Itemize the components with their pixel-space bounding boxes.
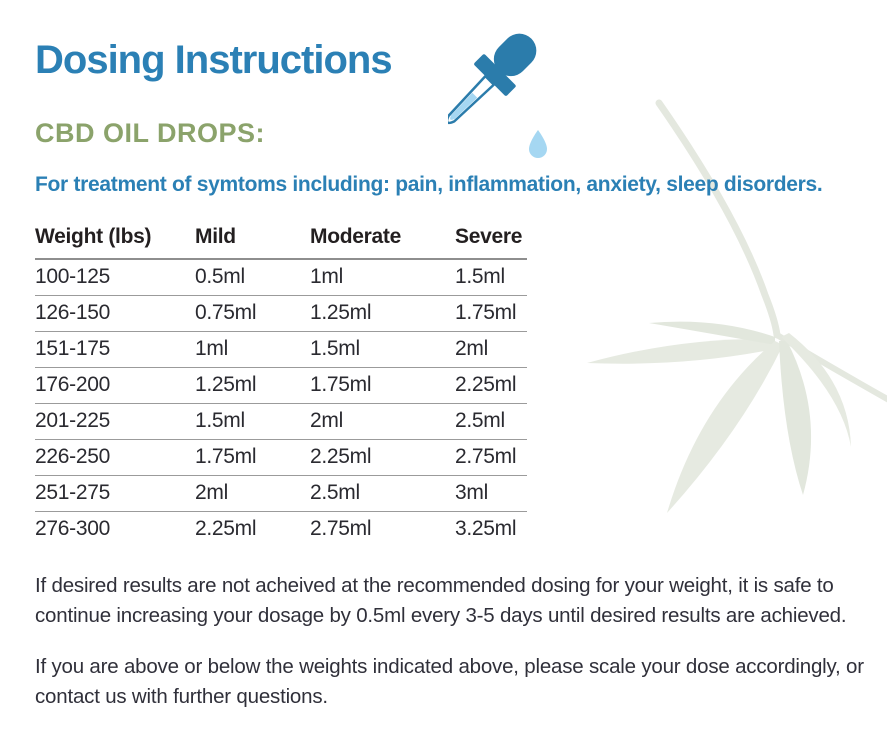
table-cell: 2.75ml <box>455 439 527 476</box>
table-cell: 151-175 <box>35 331 195 368</box>
table-row: 276-300 2.25ml 2.75ml 3.25ml <box>35 512 527 548</box>
table-row: 151-175 1ml 1.5ml 2ml <box>35 331 527 368</box>
page-title: Dosing Instructions <box>35 38 393 82</box>
table-cell: 1.5ml <box>195 403 310 440</box>
table-cell: 226-250 <box>35 439 195 476</box>
table-cell: 2ml <box>195 475 310 512</box>
document-page: Dosing Instructions CBD OIL DROPS: For t… <box>35 32 887 712</box>
table-cell: 176-200 <box>35 367 195 404</box>
table-cell: 2.5ml <box>455 403 527 440</box>
table-cell: 1.25ml <box>195 367 310 404</box>
column-header: Severe <box>455 225 527 260</box>
section-label: CBD OIL DROPS: <box>35 118 266 148</box>
footer-paragraph: If desired results are not acheived at t… <box>35 574 847 627</box>
table-cell: 1.75ml <box>310 367 455 404</box>
column-header: Moderate <box>310 225 455 260</box>
table-cell: 201-225 <box>35 403 195 440</box>
table-cell: 1.75ml <box>455 295 527 332</box>
dosing-table-header: Weight (lbs) Mild Moderate Severe <box>35 225 527 260</box>
column-header: Weight (lbs) <box>35 225 195 260</box>
dosing-table-body: 100-125 0.5ml 1ml 1.5ml 126-150 0.75ml 1.25ml 1… <box>35 259 527 547</box>
table-cell: 3ml <box>455 475 527 512</box>
table-cell: 2.75ml <box>310 517 372 540</box>
table-cell: 2ml <box>455 331 527 368</box>
column-header: Mild <box>195 225 310 260</box>
table-cell: 1ml <box>310 259 455 296</box>
table-cell: 2ml <box>310 403 455 440</box>
table-row: 126-150 0.75ml 1.25ml 1.75ml <box>35 295 527 332</box>
table-cell: 1.5ml <box>455 259 527 296</box>
footer-text: If desired results are not acheived at t… <box>35 571 887 712</box>
table-cell: 2.25ml <box>195 517 257 540</box>
table-cell: 3.25ml <box>455 517 517 540</box>
table-row: 100-125 0.5ml 1ml 1.5ml <box>35 259 527 296</box>
table-cell: 1.75ml <box>195 439 310 476</box>
table-row: 176-200 1.25ml 1.75ml 2.25ml <box>35 367 527 404</box>
table-row: 251-275 2ml 2.5ml 3ml <box>35 475 527 512</box>
table-cell: 1.5ml <box>310 331 455 368</box>
table-cell: 2.25ml <box>455 367 527 404</box>
table-cell: 251-275 <box>35 475 195 512</box>
table-cell: 2.25ml <box>310 439 455 476</box>
table-cell: 2.5ml <box>310 475 455 512</box>
subtitle: For treatment of symtoms including: pain… <box>35 173 823 196</box>
table-row: 201-225 1.5ml 2ml 2.5ml <box>35 403 527 440</box>
table-cell: 276-300 <box>35 517 110 540</box>
table-row: 226-250 1.75ml 2.25ml 2.75ml <box>35 439 527 476</box>
table-cell: 1ml <box>195 331 310 368</box>
dropper-icon <box>445 32 576 162</box>
table-cell: 1.25ml <box>310 295 455 332</box>
header-row: Weight (lbs) Mild Moderate Severe <box>35 225 527 260</box>
table-cell: 100-125 <box>35 259 195 296</box>
table-cell: 0.75ml <box>195 295 310 332</box>
footer-paragraph: If you are above or below the weights in… <box>35 655 864 709</box>
table-cell: 126-150 <box>35 295 195 332</box>
table-cell: 0.5ml <box>195 259 310 296</box>
dosing-table: Weight (lbs) Mild Moderate Severe 100-125 0.… <box>35 225 527 547</box>
